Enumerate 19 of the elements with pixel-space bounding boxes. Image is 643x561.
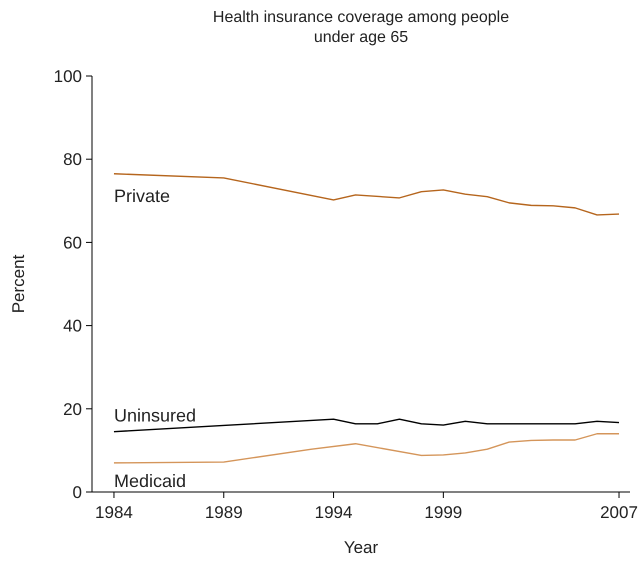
y-tick-label: 20 <box>63 400 82 419</box>
chart-title: Health insurance coverage among people under age 65 <box>212 9 510 46</box>
y-tick-label: 0 <box>72 482 82 502</box>
series-label: Private <box>114 186 170 206</box>
y-tick-label: 60 <box>63 233 82 252</box>
x-tick-label: 1994 <box>314 503 352 522</box>
x-axis-title: Year <box>344 538 379 557</box>
x-tick-label: 1999 <box>424 503 462 522</box>
line-series <box>113 433 620 464</box>
y-tick-label: 100 <box>54 66 82 86</box>
x-tick-label: 1989 <box>204 503 243 522</box>
y-axis-title: Percent <box>9 254 28 314</box>
x-tick-label: 2007 <box>600 503 638 522</box>
y-tick-label: 40 <box>63 316 82 336</box>
series-label: Medicaid <box>114 470 186 491</box>
x-tick-label: 1984 <box>95 503 133 522</box>
line-series <box>113 173 620 216</box>
series-label: Uninsured <box>114 406 196 426</box>
y-tick-label: 80 <box>63 150 82 170</box>
